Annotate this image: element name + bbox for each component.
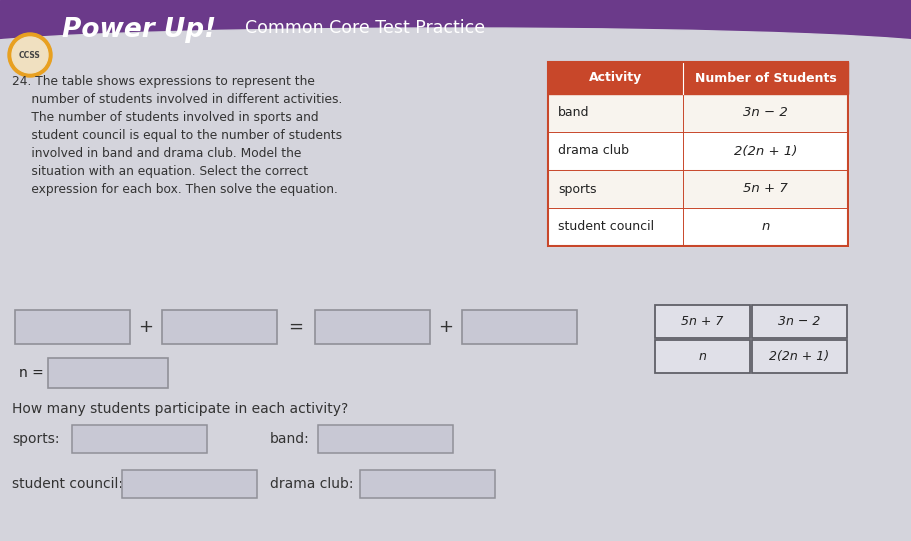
- Text: 3n − 2: 3n − 2: [742, 107, 787, 120]
- Text: 5n + 7: 5n + 7: [742, 182, 787, 195]
- Bar: [682, 94, 847, 132]
- Bar: [548, 94, 682, 132]
- Text: band:: band:: [270, 432, 310, 446]
- Bar: [548, 170, 682, 208]
- Text: 2(2n + 1): 2(2n + 1): [769, 350, 829, 363]
- Text: +: +: [138, 318, 153, 336]
- FancyBboxPatch shape: [462, 310, 577, 344]
- FancyBboxPatch shape: [72, 425, 207, 453]
- Text: sports:: sports:: [12, 432, 59, 446]
- Text: n: n: [761, 221, 769, 234]
- Text: number of students involved in different activities.: number of students involved in different…: [12, 93, 342, 106]
- Text: band: band: [558, 107, 589, 120]
- Text: situation with an equation. Select the correct: situation with an equation. Select the c…: [12, 165, 308, 178]
- Text: involved in band and drama club. Model the: involved in band and drama club. Model t…: [12, 147, 301, 160]
- FancyBboxPatch shape: [15, 310, 130, 344]
- Text: =: =: [288, 318, 303, 336]
- Bar: [682, 208, 847, 246]
- Bar: [548, 62, 847, 94]
- FancyBboxPatch shape: [162, 310, 277, 344]
- Text: Common Core Test Practice: Common Core Test Practice: [245, 19, 485, 37]
- Text: drama club: drama club: [558, 144, 629, 157]
- Text: n: n: [698, 350, 706, 363]
- Text: student council is equal to the number of students: student council is equal to the number o…: [12, 129, 342, 142]
- FancyBboxPatch shape: [314, 310, 429, 344]
- Text: How many students participate in each activity?: How many students participate in each ac…: [12, 402, 348, 416]
- Text: 5n + 7: 5n + 7: [681, 315, 723, 328]
- Text: The number of students involved in sports and: The number of students involved in sport…: [12, 111, 318, 124]
- FancyBboxPatch shape: [752, 305, 846, 338]
- Bar: [548, 208, 682, 246]
- Circle shape: [8, 33, 52, 77]
- Text: n =: n =: [19, 366, 44, 380]
- Text: CCSS: CCSS: [19, 50, 41, 60]
- Text: 24. The table shows expressions to represent the: 24. The table shows expressions to repre…: [12, 75, 314, 88]
- FancyBboxPatch shape: [752, 340, 846, 373]
- Text: Activity: Activity: [589, 71, 641, 84]
- Text: student council:: student council:: [12, 477, 123, 491]
- FancyBboxPatch shape: [654, 340, 749, 373]
- Text: drama club:: drama club:: [270, 477, 353, 491]
- Text: Power Up!: Power Up!: [62, 17, 216, 43]
- Bar: [548, 62, 847, 246]
- Text: Number of Students: Number of Students: [694, 71, 835, 84]
- Ellipse shape: [0, 28, 911, 68]
- Bar: [682, 170, 847, 208]
- FancyBboxPatch shape: [48, 358, 168, 388]
- Text: 3n − 2: 3n − 2: [777, 315, 820, 328]
- Text: +: +: [438, 318, 453, 336]
- FancyBboxPatch shape: [654, 305, 749, 338]
- FancyBboxPatch shape: [122, 470, 257, 498]
- Text: expression for each box. Then solve the equation.: expression for each box. Then solve the …: [12, 183, 337, 196]
- Bar: [548, 132, 682, 170]
- Bar: [682, 132, 847, 170]
- Text: sports: sports: [558, 182, 596, 195]
- Bar: [0, 0, 911, 48]
- Text: 2(2n + 1): 2(2n + 1): [733, 144, 796, 157]
- Text: student council: student council: [558, 221, 653, 234]
- Circle shape: [12, 37, 48, 73]
- FancyBboxPatch shape: [318, 425, 453, 453]
- FancyBboxPatch shape: [360, 470, 495, 498]
